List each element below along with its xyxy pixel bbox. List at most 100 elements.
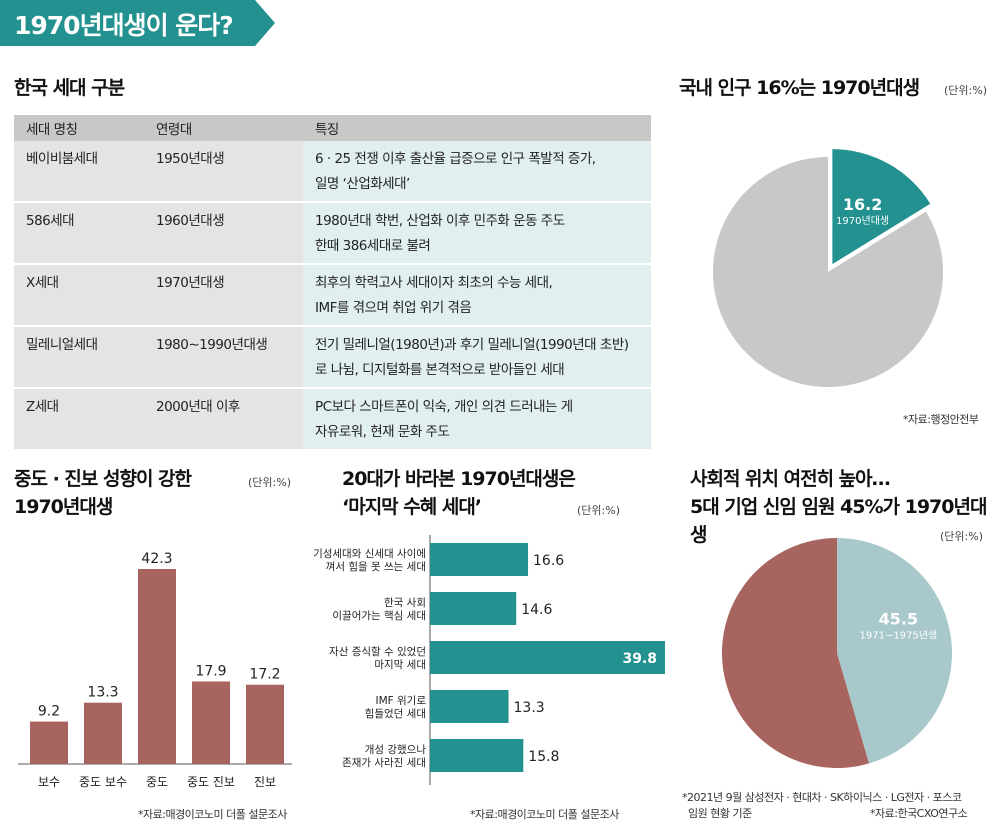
generation-age: 1980∼1990년대생 <box>144 326 303 389</box>
generation-age: 1960년대생 <box>144 202 303 265</box>
generation-table: 세대 명칭 연령대 특징 베이비붐세대 1950년대생 6 · 25 전쟁 이후… <box>14 115 651 451</box>
feature-line: 일명 ‘산업화세대’ <box>315 176 410 192</box>
bar <box>192 681 230 764</box>
pie-slice-label: 1971∼1975년생 <box>860 629 938 641</box>
table-row: 밀레니얼세대 1980∼1990년대생 전기 밀레니얼(1980년)과 후기 밀… <box>14 326 651 389</box>
page-title: 1970년대생이 운다? <box>14 11 234 40</box>
column-header: 특징 <box>303 115 651 141</box>
feature-line: IMF를 겪으며 취업 위기 겪음 <box>315 300 472 316</box>
pie-slice-label: 1970년대생 <box>836 215 889 227</box>
bar-value-label: 16.6 <box>533 553 564 569</box>
generation-name: 586세대 <box>14 202 144 265</box>
tendency-title-line: 1970년대생 <box>14 496 113 518</box>
bar-value-label: 13.3 <box>87 685 118 701</box>
population-source: *자료:행정안전부 <box>903 413 979 426</box>
bar <box>430 543 529 576</box>
generation-feature: 최후의 학력고사 세대이자 최초의 수능 세대, IMF를 겪으며 취업 위기 겪… <box>303 264 651 327</box>
generation-age: 1970년대생 <box>144 264 303 327</box>
feature-line: 6 · 25 전쟁 이후 출산율 급증으로 인구 폭발적 증가, <box>315 151 596 167</box>
category-label: IMF 위기로 <box>375 694 426 707</box>
exec-title-line: 사회적 위치 여전히 높아… <box>690 468 891 490</box>
view-title-line: ‘마지막 수혜 세대’ <box>342 496 482 518</box>
view-unit: (단위:%) <box>577 504 620 517</box>
exec-title-line: 5대 기업 신임 임원 45%가 1970년대생 <box>690 496 987 546</box>
table-row: X세대 1970년대생 최후의 학력고사 세대이자 최초의 수능 세대, IMF를… <box>14 264 651 327</box>
category-label: 자산 증식할 수 있었던 <box>329 646 426 658</box>
feature-line: 전기 밀레니얼(1980년)과 후기 밀레니얼(1990년대 초반) <box>315 337 629 353</box>
generation-name: 베이비붐세대 <box>14 141 144 203</box>
tendency-unit: (단위:%) <box>248 476 291 489</box>
generation-name: 밀레니얼세대 <box>14 326 144 389</box>
tendency-source: *자료:매경이코노미 더폴 설문조사 <box>138 808 287 821</box>
category-label: 힘들었던 세대 <box>365 708 426 720</box>
bar-value-label: 15.8 <box>528 749 559 765</box>
category-label: 중도 진보 <box>187 775 235 789</box>
bar-value-label: 42.3 <box>141 551 172 567</box>
generation-feature: 6 · 25 전쟁 이후 출산율 급증으로 인구 폭발적 증가, 일명 ‘산업화세… <box>303 141 651 203</box>
category-label: 중도 보수 <box>79 775 127 789</box>
table-row: Z세대 2000년대 이후 PC보다 스마트폰이 익숙, 개인 의견 드러내는 … <box>14 388 651 451</box>
bar <box>30 721 68 764</box>
category-label: 개성 강했으나 <box>365 744 427 756</box>
bar <box>430 641 665 674</box>
bar-value-label: 14.6 <box>521 602 552 618</box>
category-label: 껴서 힘을 못 쓰는 세대 <box>326 561 426 573</box>
generation-name: Z세대 <box>14 388 144 451</box>
bar-value-label: 39.8 <box>622 651 657 667</box>
table-header-row: 세대 명칭 연령대 특징 <box>14 115 651 141</box>
tendency-bar-chart: 9.2 보수 13.3 중도 보수 42.3 중도 17.9 중도 진보 17.2 진보 <box>18 551 292 789</box>
feature-line: 한때 386세대로 불려 <box>315 238 431 254</box>
exec-unit: (단위:%) <box>940 530 983 543</box>
generation-name: X세대 <box>14 264 144 327</box>
table-row: 베이비붐세대 1950년대생 6 · 25 전쟁 이후 출산율 급증으로 인구 … <box>14 141 651 203</box>
column-header: 연령대 <box>144 115 303 141</box>
pie-slice-1971-1975 <box>837 538 952 764</box>
feature-line: PC보다 스마트폰이 익숙, 개인 의견 드러내는 게 <box>315 399 573 415</box>
feature-line: 최후의 학력고사 세대이자 최초의 수능 세대, <box>315 275 553 291</box>
generation-age: 2000년대 이후 <box>144 388 303 451</box>
feature-line: 자유로워, 현재 문화 주도 <box>315 424 450 440</box>
bar <box>84 702 122 764</box>
bar-value-label: 17.2 <box>249 667 280 683</box>
category-label: 마지막 세대 <box>374 659 426 671</box>
table-section-title: 한국 세대 구분 <box>14 77 125 99</box>
category-label: 진보 <box>254 775 276 789</box>
bar <box>138 569 176 764</box>
population-unit: (단위:%) <box>944 84 987 97</box>
pie-slice-value: 45.5 <box>879 609 918 628</box>
bar-value-label: 9.2 <box>38 704 60 720</box>
bar <box>246 684 284 764</box>
feature-line: 로 나뉨, 디지털화를 본격적으로 받아들인 세대 <box>315 362 565 378</box>
header-banner <box>0 0 275 46</box>
bar <box>430 739 524 772</box>
bar <box>430 592 517 625</box>
category-label: 한국 사회 <box>384 597 426 609</box>
column-header: 세대 명칭 <box>14 115 144 141</box>
feature-line: 1980년대 학번, 산업화 이후 민주화 운동 주도 <box>315 213 565 229</box>
pie-slice-rest <box>721 538 870 768</box>
category-label: 중도 <box>146 775 168 789</box>
pie-slice-value: 16.2 <box>843 195 882 214</box>
population-title: 국내 인구 16%는 1970년대생 <box>679 77 920 99</box>
category-label: 보수 <box>38 775 60 789</box>
pie-slice-1970s <box>832 149 931 265</box>
view-title-line: 20대가 바라본 1970년대생은 <box>342 468 576 490</box>
tendency-title-line: 중도 · 진보 성향이 강한 <box>14 468 192 490</box>
view-source: *자료:매경이코노미 더폴 설문조사 <box>470 808 619 821</box>
generation-feature: 전기 밀레니얼(1980년)과 후기 밀레니얼(1990년대 초반) 로 나뉨, … <box>303 326 651 389</box>
table-row: 586세대 1960년대생 1980년대 학번, 산업화 이후 민주화 운동 주… <box>14 202 651 265</box>
pie-slice-rest <box>713 157 943 387</box>
bar <box>430 690 509 723</box>
bar-value-label: 17.9 <box>195 663 226 679</box>
bar-value-label: 13.3 <box>514 700 545 716</box>
exec-source: *자료:한국CXO연구소 <box>870 807 968 820</box>
exec-note-line: 임원 현황 기준 <box>688 807 752 820</box>
category-label: 기성세대와 신세대 사이에 <box>313 548 426 560</box>
category-label: 이끌어가는 핵심 세대 <box>332 610 426 622</box>
category-label: 존재가 사라진 세대 <box>342 757 426 769</box>
